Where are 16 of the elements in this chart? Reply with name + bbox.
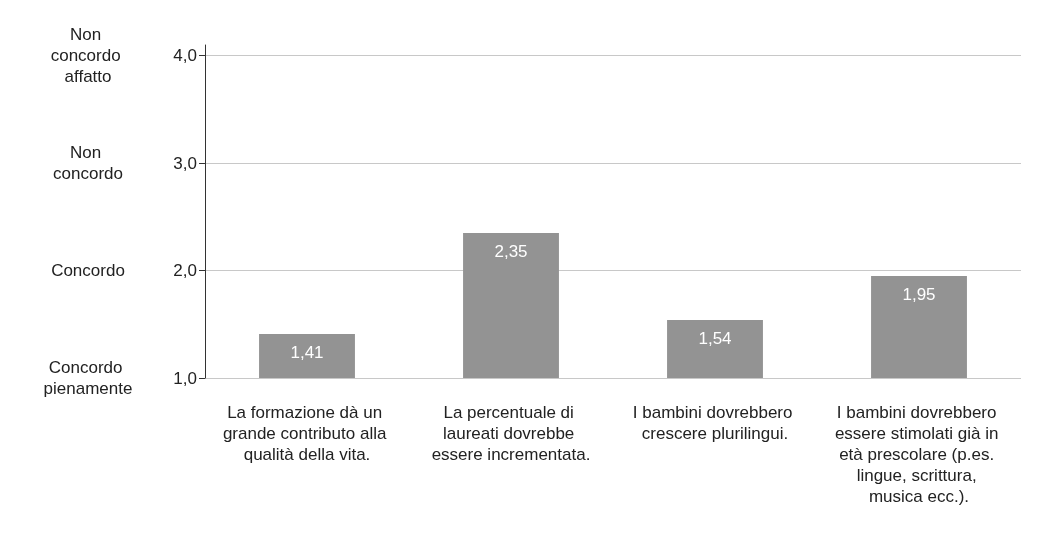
x-tick-label: I bambini dovrebbero essere stimolati già in età prescolare (p.es. lingue, scrittura, musica ecc.). [834,403,1004,506]
y-tick-label: 4,0 [173,46,197,66]
data-label: 1,41 [290,342,324,362]
data-label: 1,54 [698,328,732,348]
y-tick-label: 1,0 [173,368,197,388]
data-label: 1,95 [902,284,936,304]
x-tick-label: La percentuale di laureati dovrebbe essere incrementata. [431,403,591,464]
data-label: 2,35 [494,241,528,261]
text: Non concordo [53,143,123,184]
x-tick-label: I bambini dovrebbero crescere plurilingui. [632,403,798,443]
x-tick-label: La formazione dà un grande contributo alla qualità della vita. [222,403,392,464]
y-tick-label: 2,0 [173,261,197,281]
y-tick-label: 3,0 [173,153,197,173]
text: Concordo pienamente [43,358,133,398]
text: Non concordo affatto [50,25,126,87]
text: Concordo [51,261,125,281]
